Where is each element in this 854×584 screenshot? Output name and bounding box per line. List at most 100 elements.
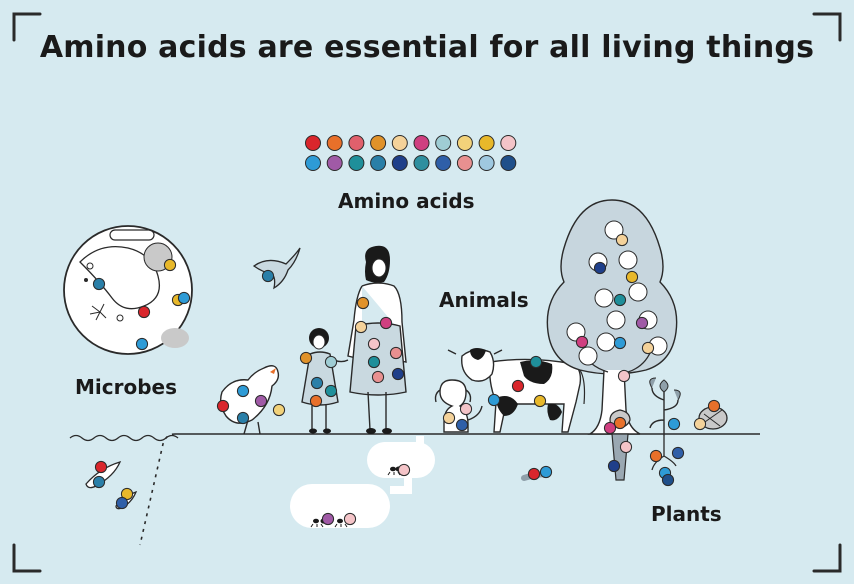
amino-acid-dot xyxy=(455,418,469,432)
amino-acid-dot xyxy=(613,336,627,350)
amino-acid-dot xyxy=(94,460,108,474)
amino-acid-dot xyxy=(575,335,589,349)
tree-fruit-holes xyxy=(566,220,668,366)
animals-label: Animals xyxy=(439,288,529,312)
amino-acid-dot xyxy=(216,399,230,413)
tree-hole xyxy=(606,310,626,330)
cow-icon xyxy=(447,348,586,433)
amino-acid-dot xyxy=(348,155,365,171)
amino-acid-dot xyxy=(326,155,343,171)
amino-acid-dot xyxy=(667,417,681,431)
tree-hole xyxy=(618,250,638,270)
amino-acid-dot xyxy=(324,384,338,398)
amino-acid-dot xyxy=(391,155,408,171)
amino-acid-dot xyxy=(236,411,250,425)
amino-acid-dot xyxy=(500,155,517,171)
organism-amino-dots xyxy=(92,233,721,526)
amino-acid-dot xyxy=(625,270,639,284)
amino-acid-dot xyxy=(478,155,495,171)
amino-acid-dot xyxy=(661,473,675,487)
tree-hole xyxy=(594,288,614,308)
amino-acid-dot xyxy=(370,135,387,151)
amino-acid-dot xyxy=(635,316,649,330)
amino-acid-dot xyxy=(500,135,517,151)
amino-acid-dot xyxy=(254,394,268,408)
amino-acid-dot xyxy=(641,341,655,355)
amino-acid-dot xyxy=(354,320,368,334)
amino-acid-dot xyxy=(305,135,321,151)
amino-acid-dot xyxy=(539,465,553,479)
amino-acid-dot xyxy=(533,394,547,408)
amino-acid-dot xyxy=(309,394,323,408)
microbe-magnifier-icon xyxy=(63,225,193,355)
ground xyxy=(69,433,760,546)
microbes-label: Microbes xyxy=(75,375,178,399)
amino-acid-dot xyxy=(593,261,607,275)
amino-acid-dot xyxy=(236,384,250,398)
amino-acid-dot xyxy=(397,463,411,477)
amino-acid-dot xyxy=(413,135,430,151)
tree-hole xyxy=(604,220,624,240)
amino-acid-dot xyxy=(261,269,275,283)
amino-acid-dot xyxy=(456,155,473,171)
amino-acid-dot xyxy=(379,316,393,330)
fish-icon xyxy=(85,460,138,510)
amino-acid-dot xyxy=(177,291,191,305)
amino-acid-dot xyxy=(435,135,452,151)
amino-acid-dot xyxy=(613,293,627,307)
amino-acid-dot xyxy=(478,135,495,151)
amino-acid-dot xyxy=(326,135,343,151)
amino-acids-label: Amino acids xyxy=(338,189,475,213)
amino-acid-dot xyxy=(671,446,685,460)
amino-acid-dot xyxy=(459,402,473,416)
plants-label: Plants xyxy=(651,502,722,526)
amino-acid-dot xyxy=(613,416,627,430)
amino-acid-dot xyxy=(442,411,456,425)
amino-acid-dot xyxy=(92,277,106,291)
girl-icon xyxy=(301,328,349,434)
amino-acid-dot xyxy=(163,258,177,272)
amino-acid-dot xyxy=(413,155,430,171)
amino-acid-dot xyxy=(391,367,405,381)
tree-hole xyxy=(596,332,616,352)
page-title: Amino acids are essential for all living… xyxy=(39,30,815,65)
amino-acid-dot xyxy=(707,399,721,413)
amino-acid-dot xyxy=(321,512,335,526)
amino-acid-dot xyxy=(299,351,313,365)
amino-acid-dot xyxy=(511,379,525,393)
amino-acid-dot xyxy=(343,512,357,526)
amino-acid-dot xyxy=(356,296,370,310)
amino-acid-dot xyxy=(115,496,129,510)
amino-acid-dot xyxy=(370,155,387,171)
amino-acid-dot xyxy=(389,346,403,360)
amino-acid-dot xyxy=(607,459,621,473)
tree-hole xyxy=(628,282,648,302)
amino-acid-dot xyxy=(529,355,543,369)
amino-acid-dot xyxy=(367,337,381,351)
hen-icon xyxy=(219,365,280,435)
amino-acid-dot xyxy=(487,393,501,407)
amino-acid-dot xyxy=(367,355,381,369)
amino-acid-dot xyxy=(371,370,385,384)
amino-acid-dot xyxy=(92,475,106,489)
amino-acid-dot xyxy=(527,467,541,481)
amino-acid-dot xyxy=(649,449,663,463)
amino-acid-dot xyxy=(615,233,629,247)
ant-tunnels xyxy=(290,436,435,528)
bird-icon xyxy=(252,247,301,290)
amino-acid-dot xyxy=(391,135,408,151)
amino-acid-dot xyxy=(348,135,365,151)
amino-acid-grid xyxy=(305,135,517,171)
corner-brackets xyxy=(12,12,842,573)
amino-acid-dot xyxy=(324,355,338,369)
amino-acid-dot xyxy=(603,421,617,435)
amino-acid-dot xyxy=(617,369,631,383)
amino-acid-dot xyxy=(310,376,324,390)
amino-acid-dot xyxy=(693,417,707,431)
tree-hole xyxy=(578,346,598,366)
amino-acid-dot xyxy=(305,155,321,171)
amino-acid-dot xyxy=(456,135,473,151)
amino-acid-dot xyxy=(435,155,452,171)
